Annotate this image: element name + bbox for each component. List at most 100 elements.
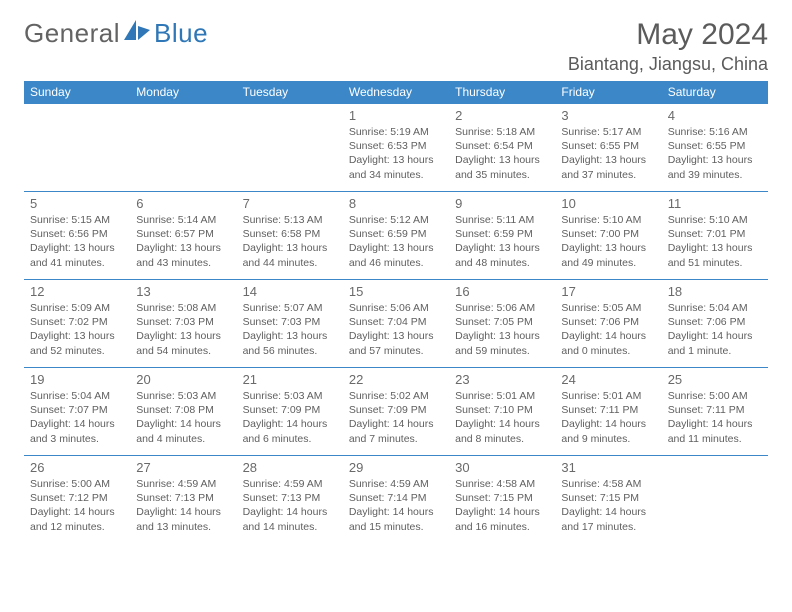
calendar-cell: 20 Sunrise: 5:03 AMSunset: 7:08 PMDayligh… [130, 368, 236, 456]
day-number: 17 [561, 284, 655, 299]
location: Biantang, Jiangsu, China [568, 54, 768, 75]
day-header: Friday [555, 81, 661, 104]
day-number: 15 [349, 284, 443, 299]
day-number: 26 [30, 460, 124, 475]
calendar-cell: 22 Sunrise: 5:02 AMSunset: 7:09 PMDayligh… [343, 368, 449, 456]
day-number: 22 [349, 372, 443, 387]
calendar-cell: 14 Sunrise: 5:07 AMSunset: 7:03 PMDayligh… [237, 280, 343, 368]
day-header: Sunday [24, 81, 130, 104]
day-number: 29 [349, 460, 443, 475]
calendar-cell: 27 Sunrise: 4:59 AMSunset: 7:13 PMDayligh… [130, 456, 236, 544]
calendar-cell [237, 104, 343, 192]
day-number: 4 [668, 108, 762, 123]
calendar-cell: 18 Sunrise: 5:04 AMSunset: 7:06 PMDayligh… [662, 280, 768, 368]
day-number: 27 [136, 460, 230, 475]
logo-text-2: Blue [154, 18, 208, 49]
calendar-cell [662, 456, 768, 544]
day-info: Sunrise: 4:59 AMSunset: 7:13 PMDaylight:… [243, 477, 337, 534]
calendar-cell: 23 Sunrise: 5:01 AMSunset: 7:10 PMDayligh… [449, 368, 555, 456]
day-number: 16 [455, 284, 549, 299]
day-number: 21 [243, 372, 337, 387]
calendar-cell: 1 Sunrise: 5:19 AMSunset: 6:53 PMDaylight… [343, 104, 449, 192]
day-number: 25 [668, 372, 762, 387]
calendar-cell: 3 Sunrise: 5:17 AMSunset: 6:55 PMDaylight… [555, 104, 661, 192]
day-number: 1 [349, 108, 443, 123]
day-info: Sunrise: 5:00 AMSunset: 7:11 PMDaylight:… [668, 389, 762, 446]
header-row: General Blue May 2024 Biantang, Jiangsu,… [24, 18, 768, 75]
calendar-row: 26 Sunrise: 5:00 AMSunset: 7:12 PMDayligh… [24, 456, 768, 544]
logo-sail-icon [124, 20, 150, 47]
calendar-body: 1 Sunrise: 5:19 AMSunset: 6:53 PMDaylight… [24, 104, 768, 544]
calendar-cell: 13 Sunrise: 5:08 AMSunset: 7:03 PMDayligh… [130, 280, 236, 368]
calendar-cell: 6Sunrise: 5:14 AMSunset: 6:57 PMDaylight… [130, 192, 236, 280]
day-info: Sunrise: 5:08 AMSunset: 7:03 PMDaylight:… [136, 301, 230, 358]
day-info: Sunrise: 5:01 AMSunset: 7:11 PMDaylight:… [561, 389, 655, 446]
day-info: Sunrise: 5:07 AMSunset: 7:03 PMDaylight:… [243, 301, 337, 358]
calendar-cell: 25 Sunrise: 5:00 AMSunset: 7:11 PMDayligh… [662, 368, 768, 456]
day-info: Sunrise: 4:59 AMSunset: 7:14 PMDaylight:… [349, 477, 443, 534]
day-info: Sunrise: 5:06 AMSunset: 7:05 PMDaylight:… [455, 301, 549, 358]
day-info: Sunrise: 5:17 AMSunset: 6:55 PMDaylight:… [561, 125, 655, 182]
calendar-cell: 21Sunrise: 5:03 AMSunset: 7:09 PMDayligh… [237, 368, 343, 456]
day-info: Sunrise: 5:00 AMSunset: 7:12 PMDaylight:… [30, 477, 124, 534]
calendar-table: SundayMondayTuesdayWednesdayThursdayFrid… [24, 81, 768, 544]
calendar-cell: 9Sunrise: 5:11 AMSunset: 6:59 PMDaylight… [449, 192, 555, 280]
logo-text-1: General [24, 18, 120, 49]
calendar-row: 5Sunrise: 5:15 AMSunset: 6:56 PMDaylight… [24, 192, 768, 280]
day-number: 18 [668, 284, 762, 299]
day-number: 31 [561, 460, 655, 475]
day-info: Sunrise: 5:19 AMSunset: 6:53 PMDaylight:… [349, 125, 443, 182]
day-number: 11 [668, 196, 762, 211]
day-number: 20 [136, 372, 230, 387]
day-info: Sunrise: 5:03 AMSunset: 7:08 PMDaylight:… [136, 389, 230, 446]
day-number: 28 [243, 460, 337, 475]
day-info: Sunrise: 5:10 AMSunset: 7:00 PMDaylight:… [561, 213, 655, 270]
day-number: 9 [455, 196, 549, 211]
calendar-cell: 29 Sunrise: 4:59 AMSunset: 7:14 PMDayligh… [343, 456, 449, 544]
calendar-cell: 15Sunrise: 5:06 AMSunset: 7:04 PMDayligh… [343, 280, 449, 368]
day-number: 12 [30, 284, 124, 299]
calendar-row: 12 Sunrise: 5:09 AMSunset: 7:02 PMDayligh… [24, 280, 768, 368]
title-block: May 2024 Biantang, Jiangsu, China [568, 18, 768, 75]
day-info: Sunrise: 5:02 AMSunset: 7:09 PMDaylight:… [349, 389, 443, 446]
calendar-cell: 11 Sunrise: 5:10 AMSunset: 7:01 PMDayligh… [662, 192, 768, 280]
day-number: 3 [561, 108, 655, 123]
calendar-cell: 31 Sunrise: 4:58 AMSunset: 7:15 PMDayligh… [555, 456, 661, 544]
day-info: Sunrise: 5:04 AMSunset: 7:06 PMDaylight:… [668, 301, 762, 358]
day-info: Sunrise: 5:01 AMSunset: 7:10 PMDaylight:… [455, 389, 549, 446]
calendar-cell: 12 Sunrise: 5:09 AMSunset: 7:02 PMDayligh… [24, 280, 130, 368]
day-header: Tuesday [237, 81, 343, 104]
day-number: 30 [455, 460, 549, 475]
day-info: Sunrise: 5:15 AMSunset: 6:56 PMDaylight:… [30, 213, 124, 270]
day-header: Wednesday [343, 81, 449, 104]
day-info: Sunrise: 4:59 AMSunset: 7:13 PMDaylight:… [136, 477, 230, 534]
calendar-cell: 4 Sunrise: 5:16 AMSunset: 6:55 PMDaylight… [662, 104, 768, 192]
day-info: Sunrise: 5:05 AMSunset: 7:06 PMDaylight:… [561, 301, 655, 358]
calendar-cell [130, 104, 236, 192]
day-header: Thursday [449, 81, 555, 104]
day-number: 14 [243, 284, 337, 299]
month-title: May 2024 [568, 18, 768, 52]
calendar-head: SundayMondayTuesdayWednesdayThursdayFrid… [24, 81, 768, 104]
day-header: Saturday [662, 81, 768, 104]
day-info: Sunrise: 4:58 AMSunset: 7:15 PMDaylight:… [455, 477, 549, 534]
day-number: 23 [455, 372, 549, 387]
day-info: Sunrise: 4:58 AMSunset: 7:15 PMDaylight:… [561, 477, 655, 534]
calendar-cell: 16 Sunrise: 5:06 AMSunset: 7:05 PMDayligh… [449, 280, 555, 368]
calendar-cell: 8Sunrise: 5:12 AMSunset: 6:59 PMDaylight… [343, 192, 449, 280]
day-number: 13 [136, 284, 230, 299]
day-info: Sunrise: 5:16 AMSunset: 6:55 PMDaylight:… [668, 125, 762, 182]
day-number: 24 [561, 372, 655, 387]
day-number: 10 [561, 196, 655, 211]
day-info: Sunrise: 5:09 AMSunset: 7:02 PMDaylight:… [30, 301, 124, 358]
calendar-cell: 24 Sunrise: 5:01 AMSunset: 7:11 PMDayligh… [555, 368, 661, 456]
calendar-cell: 10 Sunrise: 5:10 AMSunset: 7:00 PMDayligh… [555, 192, 661, 280]
calendar-cell [24, 104, 130, 192]
day-info: Sunrise: 5:10 AMSunset: 7:01 PMDaylight:… [668, 213, 762, 270]
logo: General Blue [24, 18, 208, 49]
day-number: 19 [30, 372, 124, 387]
day-number: 7 [243, 196, 337, 211]
day-info: Sunrise: 5:13 AMSunset: 6:58 PMDaylight:… [243, 213, 337, 270]
calendar-row: 1 Sunrise: 5:19 AMSunset: 6:53 PMDaylight… [24, 104, 768, 192]
calendar-cell: 5Sunrise: 5:15 AMSunset: 6:56 PMDaylight… [24, 192, 130, 280]
